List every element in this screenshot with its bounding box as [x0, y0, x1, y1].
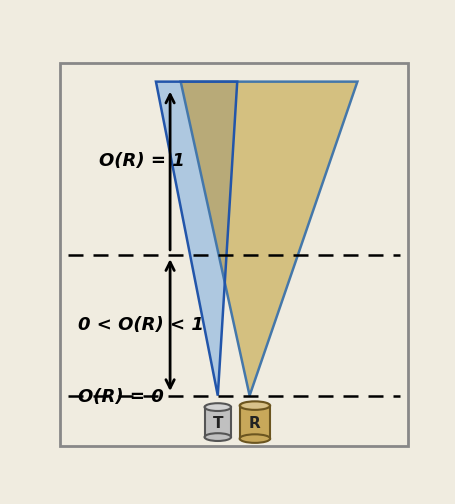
Polygon shape	[180, 82, 357, 396]
Text: O(R) = 0: O(R) = 0	[78, 389, 164, 406]
Ellipse shape	[239, 434, 269, 443]
Ellipse shape	[206, 404, 228, 410]
Polygon shape	[156, 82, 237, 396]
Text: T: T	[212, 416, 222, 431]
Ellipse shape	[239, 401, 269, 410]
Bar	[239, 406, 269, 438]
Polygon shape	[180, 82, 237, 282]
Ellipse shape	[204, 403, 231, 411]
Bar	[204, 407, 231, 437]
Ellipse shape	[242, 403, 267, 409]
Text: 0 < O(R) < 1: 0 < O(R) < 1	[78, 316, 204, 334]
Ellipse shape	[204, 433, 231, 441]
Text: R: R	[248, 416, 260, 431]
Text: O(R) = 1: O(R) = 1	[99, 152, 185, 170]
